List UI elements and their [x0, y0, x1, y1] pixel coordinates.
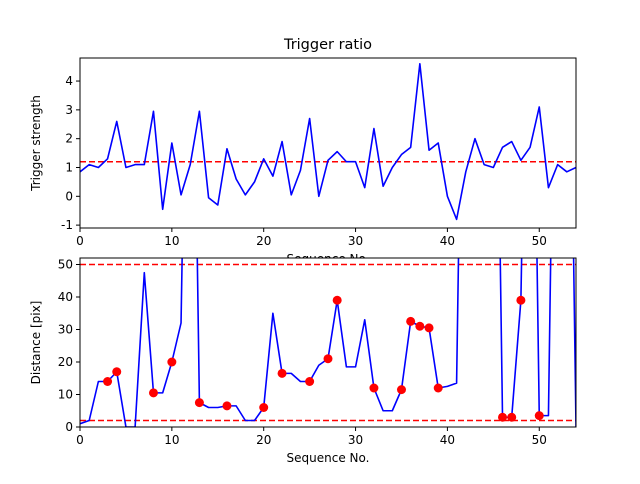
axes-frame [79, 57, 577, 229]
x-axis-label: Sequence No. [287, 451, 370, 465]
y-tick-label: 2 [65, 132, 73, 146]
data-point [259, 403, 269, 412]
data-point [507, 412, 517, 422]
y-tick-label: -1 [61, 218, 73, 232]
y-tick-label: 10 [58, 388, 73, 402]
y-tick-label: 40 [58, 290, 73, 304]
data-point [167, 357, 177, 367]
chart-2: 0 10 20 30 40 50 0 10 20 30 40 50 Sequence No. Distan… [29, 257, 577, 465]
data-point [194, 398, 204, 408]
y-tick-label: 0 [65, 420, 73, 434]
data-point [112, 367, 122, 377]
y-tick-label: 30 [58, 323, 73, 337]
data-point [406, 316, 416, 326]
x-tick-label: 40 [440, 433, 455, 447]
plot-area [80, 62, 576, 221]
data-point [222, 401, 232, 411]
y-tick-label: 1 [65, 160, 73, 174]
data-point [498, 412, 508, 422]
x-tick-label: 30 [348, 433, 363, 447]
x-tick-label: 10 [164, 234, 179, 248]
data-point [103, 377, 113, 386]
data-point [148, 388, 158, 398]
x-tick-label: 0 [76, 433, 84, 447]
y-tick-label: 0 [65, 189, 73, 203]
x-tick-label: 10 [164, 433, 179, 447]
data-point [396, 385, 406, 395]
data-point [305, 377, 315, 386]
data-point [424, 323, 434, 333]
chart-title: Trigger ratio [283, 37, 372, 53]
data-point [415, 321, 425, 331]
series-line-1 [80, 62, 576, 221]
x-tick-label: 50 [532, 433, 547, 447]
data-point [332, 295, 342, 305]
x-tick-label: 40 [440, 234, 455, 248]
data-point [277, 368, 287, 378]
data-point [534, 411, 544, 421]
axes-frame [79, 257, 577, 428]
y-axis-label: Distance [pix] [29, 301, 43, 385]
y-tick-label: 20 [58, 355, 73, 369]
data-point [516, 295, 526, 305]
y-axis-label: Trigger strength [29, 95, 43, 192]
x-tick-label: 20 [256, 433, 271, 447]
data-point [323, 354, 333, 364]
data-point [369, 383, 379, 393]
y-tick-label: 3 [65, 103, 73, 117]
x-tick-label: 20 [256, 234, 271, 248]
data-point [433, 383, 443, 393]
x-tick-label: 30 [348, 234, 363, 248]
x-tick-label: 50 [532, 234, 547, 248]
y-tick-label: 50 [58, 258, 73, 272]
plot-area [80, 258, 576, 427]
y-tick-label: 4 [65, 74, 73, 88]
plot-background [80, 258, 576, 427]
x-tick-label: 0 [76, 234, 84, 248]
